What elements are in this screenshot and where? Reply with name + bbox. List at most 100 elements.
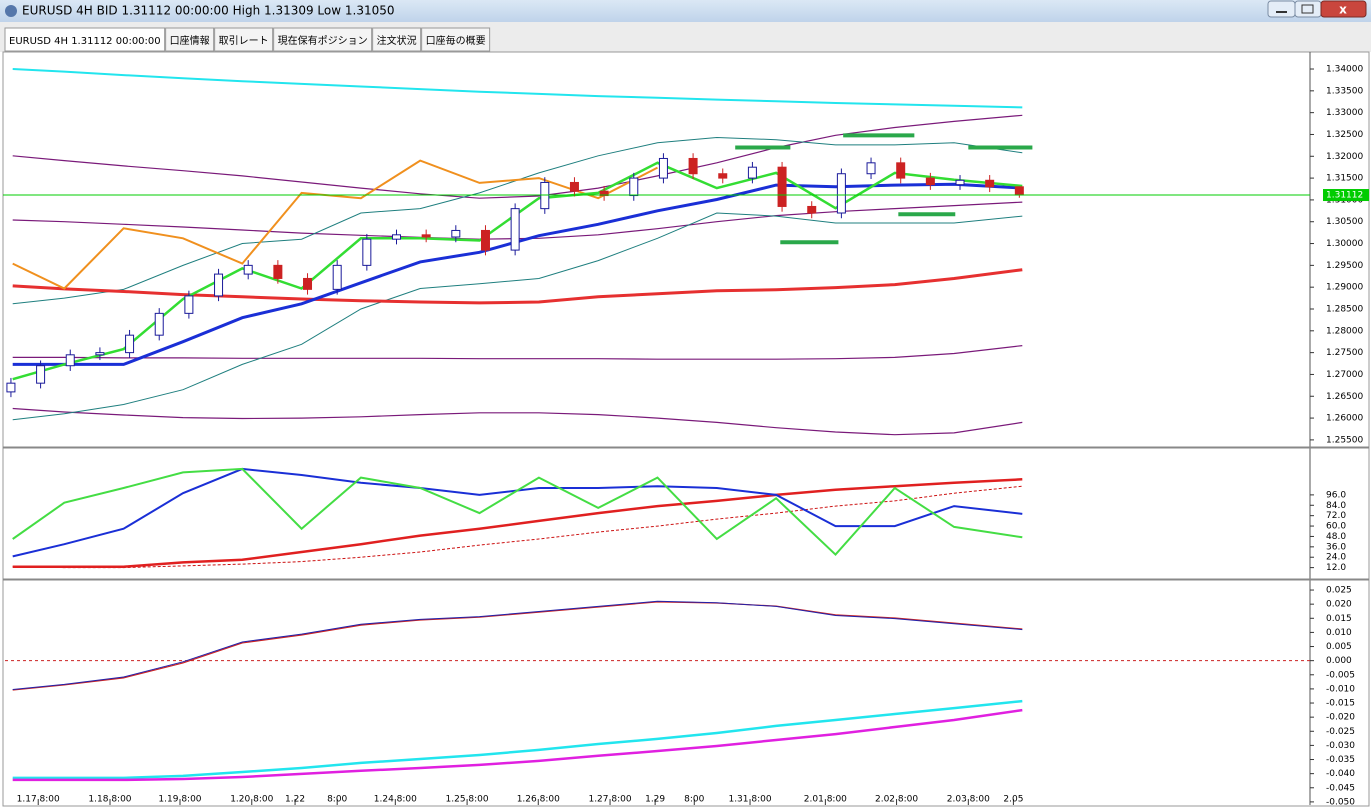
y-tick-label: 1.29000: [1326, 283, 1363, 293]
maximize-button[interactable]: [1294, 0, 1322, 18]
tab[interactable]: 現在保有ポジション: [273, 27, 373, 52]
y-tick-label: 1.33000: [1326, 108, 1363, 118]
y-tick-label: 1.27500: [1326, 348, 1363, 358]
x-tick-label: 1.19 8:00: [158, 795, 201, 805]
y-tick-label: 12.0: [1326, 563, 1346, 573]
tab[interactable]: 取引レート: [214, 27, 274, 52]
tab-label[interactable]: 口座毎の概要: [426, 34, 486, 47]
y-tick-label: 0.020: [1326, 600, 1352, 610]
y-tick-label: 1.32500: [1326, 130, 1363, 140]
candle-body: [451, 229, 461, 238]
tab[interactable]: 口座情報: [165, 27, 215, 52]
candle-body: [243, 264, 253, 275]
tab-label[interactable]: 口座情報: [170, 34, 210, 47]
tab-label[interactable]: 現在保有ポジション: [278, 34, 368, 47]
candle-body: [866, 162, 876, 175]
candle-body: [599, 190, 609, 197]
y-tick-label: -0.030: [1326, 741, 1355, 751]
tab-label[interactable]: 注文状況: [377, 34, 417, 47]
y-tick-label: 1.29500: [1326, 261, 1363, 271]
indicator-line: [12, 212, 1023, 421]
candle-body: [510, 208, 520, 251]
tab-list: EURUSD 4H 1.31112 00:00:00 口座情報 取引レート 現在保有ポ…: [4, 27, 491, 52]
candle-body: [569, 181, 579, 192]
y-tick-label: 24.0: [1326, 553, 1346, 563]
y-tick-label: 1.26500: [1326, 392, 1363, 402]
y-tick-label: -0.015: [1326, 699, 1355, 709]
candle-body: [896, 162, 906, 179]
indicator-line: [12, 601, 1023, 691]
y-tick-label: 0.015: [1326, 614, 1352, 624]
candle-body: [836, 173, 846, 214]
indicator-line: [12, 600, 1023, 690]
y-tick-label: 1.27000: [1326, 370, 1363, 380]
tab-box[interactable]: [273, 27, 373, 52]
tab[interactable]: 注文状況: [372, 27, 422, 52]
x-tick-label: 1.24 8:00: [374, 795, 417, 805]
y-tick-label: -0.020: [1326, 713, 1355, 723]
window-controls[interactable]: x: [1267, 0, 1367, 18]
candle-body: [6, 382, 16, 393]
candle-body: [480, 229, 490, 251]
y-tick-label: -0.010: [1326, 684, 1355, 694]
candle-body: [65, 354, 75, 367]
x-tick-label: 2.01 8:00: [804, 795, 847, 805]
tab-box[interactable]: [372, 27, 422, 52]
indicator-line: [12, 699, 1023, 780]
candle-body: [214, 273, 224, 297]
tab-box[interactable]: [4, 27, 166, 52]
y-tick-label: -0.005: [1326, 670, 1355, 680]
y-tick-label: 1.34000: [1326, 65, 1363, 75]
candle-body: [125, 334, 135, 354]
tab-label[interactable]: 取引レート: [219, 35, 269, 47]
x-tick-label: 1.31 8:00: [728, 795, 771, 805]
y-tick-label: 1.26000: [1326, 414, 1363, 424]
y-tick-label: 84.0: [1326, 501, 1346, 511]
x-tick-label: 1.29: [645, 795, 665, 805]
panel: 1.34000 1.33500 1.33000 1.32500 1.32000 1.315…: [3, 65, 1369, 445]
indicator-line: [12, 345, 1023, 360]
candle-body: [362, 238, 372, 266]
tab-label[interactable]: EURUSD 4H 1.31112 00:00:00: [9, 36, 161, 47]
x-tick-label: 1.25 8:00: [446, 795, 489, 805]
close-button[interactable]: [1320, 0, 1367, 18]
y-tick-label: 1.33500: [1326, 86, 1363, 96]
candle-body: [718, 173, 728, 179]
indicator-line: [12, 467, 1023, 558]
indicator-line: [12, 478, 1023, 568]
y-tick-label: 60.0: [1326, 522, 1346, 532]
x-tick-label: 1.26 8:00: [517, 795, 560, 805]
x-tick-label: 1.18 8:00: [88, 795, 131, 805]
indicator-line: [12, 467, 1023, 557]
candle-body: [1014, 186, 1024, 196]
tab[interactable]: EURUSD 4H 1.31112 00:00:00: [4, 27, 166, 52]
minimize-button[interactable]: [1267, 0, 1296, 18]
candle-body: [540, 181, 550, 210]
indicator-line: [12, 68, 1023, 109]
y-tick-label: -0.035: [1326, 755, 1355, 765]
tab[interactable]: 口座毎の概要: [421, 27, 491, 52]
y-tick-label: 1.32000: [1326, 152, 1363, 162]
y-tick-label: 0.000: [1326, 656, 1352, 666]
x-tick-label: 2.03 8:00: [947, 795, 990, 805]
y-tick-label: -0.025: [1326, 727, 1355, 737]
x-tick-label: 1.20 8:00: [230, 795, 273, 805]
x-tick-label: 8:00: [684, 795, 704, 805]
indicator-line: [12, 159, 658, 290]
y-tick-label: 48.0: [1326, 532, 1346, 542]
y-tick-label: 1.25500: [1326, 435, 1363, 445]
candle-body: [747, 166, 757, 179]
tab-box[interactable]: [421, 27, 491, 52]
y-tick-label: 0.005: [1326, 642, 1352, 652]
y-tick-label: 1.28000: [1326, 326, 1363, 336]
candle-body: [807, 205, 817, 214]
indicator-line: [12, 136, 1023, 305]
current-price-box: [1323, 189, 1369, 202]
svg-text:x: x: [1339, 3, 1347, 17]
x-tick-label: 2.02 8:00: [875, 795, 918, 805]
candle-body: [36, 365, 46, 384]
tab-box[interactable]: [165, 27, 215, 52]
candle-body: [154, 312, 164, 336]
y-tick-label: 1.28500: [1326, 304, 1363, 314]
tab-box[interactable]: [214, 27, 274, 52]
